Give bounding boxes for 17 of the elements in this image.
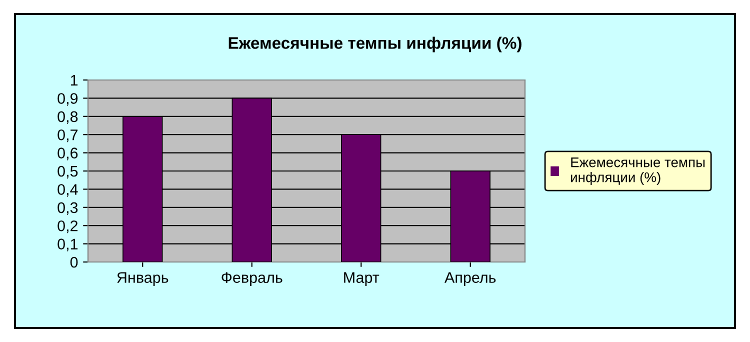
legend-label: Ежемесячные темпы инфляции (%) <box>571 158 705 185</box>
chart-title: Ежемесячные темпы инфляции (%) <box>228 36 522 52</box>
y-tick-label: 0,2 <box>58 220 78 234</box>
y-tick-label: 0,8 <box>58 111 78 124</box>
y-tick-label: 0,4 <box>58 184 78 197</box>
y-tick-label: 1 <box>70 75 78 86</box>
x-tick-label: Февраль <box>222 272 282 286</box>
y-tick-label: 0,6 <box>58 148 78 160</box>
y-tick-label: 0,1 <box>58 238 78 252</box>
y-tick-label: 0,3 <box>58 202 78 215</box>
x-tick-label: Январь <box>117 272 168 286</box>
y-tick-label: 0,7 <box>58 129 78 142</box>
x-tick-label: Март <box>344 272 380 286</box>
x-tick-label: Апрель <box>444 272 496 286</box>
y-tick-label: 0,5 <box>58 166 78 178</box>
y-tick-label: 0,9 <box>58 93 78 106</box>
y-tick-label: 0 <box>70 256 78 268</box>
